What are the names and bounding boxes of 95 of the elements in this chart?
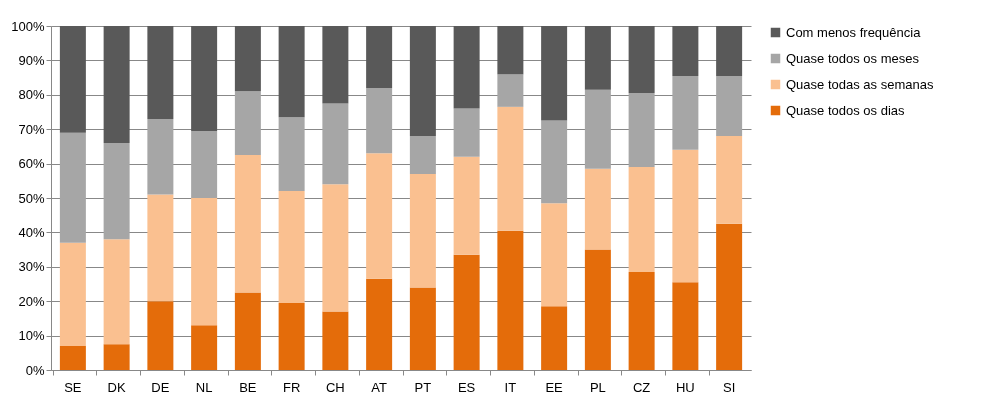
- bar: [278, 191, 305, 303]
- y-tick-label: 0%: [25, 362, 45, 378]
- x-tick-label: FR: [282, 379, 301, 395]
- y-tick-label: 20%: [18, 293, 45, 309]
- bar: [147, 26, 174, 119]
- bar: [716, 75, 743, 137]
- bar: [453, 26, 480, 109]
- bar: [103, 344, 130, 370]
- x-tick-label: ES: [457, 379, 476, 395]
- x-tick-label: DE: [151, 379, 170, 395]
- x-tick-label: NL: [195, 379, 213, 395]
- legend-label: Quase todos os dias: [786, 102, 906, 118]
- y-tick-label: 40%: [18, 224, 45, 240]
- legend-label: Quase todas as semanas: [786, 76, 934, 92]
- bar: [584, 168, 611, 250]
- y-tick-label: 90%: [18, 52, 45, 68]
- x-tick-label: PT: [414, 379, 432, 395]
- bar: [541, 306, 568, 370]
- y-tick-label: 50%: [18, 190, 45, 206]
- bar: [716, 223, 743, 370]
- bar: [278, 26, 305, 118]
- bar: [103, 239, 130, 345]
- bar: [584, 89, 611, 169]
- x-tick-label: DK: [107, 379, 126, 395]
- x-tick-label: AT: [371, 379, 387, 395]
- bar: [366, 87, 393, 154]
- bar: [584, 249, 611, 370]
- legend-label: Quase todos os meses: [786, 50, 920, 66]
- bar: [59, 242, 86, 346]
- bar: [628, 26, 655, 94]
- bar: [497, 230, 524, 370]
- bar: [322, 311, 349, 370]
- bar: [409, 287, 436, 370]
- bar: [497, 106, 524, 231]
- y-tick-label: 30%: [18, 259, 45, 275]
- bar: [103, 142, 130, 240]
- bar: [628, 93, 655, 168]
- x-tick-label: IT: [504, 379, 517, 395]
- bar: [234, 91, 261, 155]
- bar: [628, 167, 655, 272]
- bar: [59, 132, 86, 243]
- bar: [453, 156, 480, 255]
- bar: [191, 325, 218, 370]
- bar: [584, 26, 611, 90]
- bar: [541, 120, 568, 204]
- bar: [409, 173, 436, 288]
- legend-label: Com menos frequência: [786, 24, 922, 40]
- bar: [322, 184, 349, 312]
- bar: [59, 345, 86, 370]
- y-tick-label: 80%: [18, 87, 45, 103]
- bar: [541, 203, 568, 307]
- bar: [366, 278, 393, 370]
- bar: [191, 198, 218, 326]
- x-tick-label: SI: [722, 379, 736, 395]
- y-tick-label: 10%: [18, 328, 45, 344]
- bar: [409, 26, 436, 137]
- x-tick-label: EE: [545, 379, 564, 395]
- x-tick-label: HU: [675, 379, 695, 395]
- bar: [672, 26, 699, 76]
- bar: [147, 301, 174, 370]
- bar: [234, 292, 261, 370]
- bar: [366, 26, 393, 88]
- y-tick-label: 60%: [18, 156, 45, 172]
- x-tick-label: PL: [589, 379, 606, 395]
- bar: [278, 117, 305, 192]
- bar: [234, 26, 261, 92]
- bar: [409, 136, 436, 174]
- bar: [103, 26, 130, 143]
- bar: [278, 302, 305, 370]
- bar: [716, 26, 743, 76]
- bar: [716, 136, 743, 224]
- bar: [322, 26, 349, 104]
- bar: [497, 26, 524, 75]
- bar: [191, 130, 218, 198]
- bar: [59, 26, 86, 133]
- x-tick-label: SE: [64, 379, 82, 395]
- y-tick-label: 70%: [18, 121, 45, 137]
- bar: [147, 194, 174, 302]
- x-tick-label: CZ: [632, 379, 651, 395]
- bar: [497, 74, 524, 107]
- bar: [541, 26, 568, 121]
- bar: [672, 75, 699, 150]
- x-tick-label: CH: [325, 379, 345, 395]
- bar: [366, 153, 393, 279]
- bar: [147, 118, 174, 195]
- x-tick-label: BE: [239, 379, 257, 395]
- bar: [322, 103, 349, 185]
- bar: [453, 108, 480, 157]
- bar: [453, 254, 480, 370]
- bar: [234, 155, 261, 293]
- bar: [672, 282, 699, 370]
- bar: [628, 271, 655, 370]
- bar: [191, 26, 218, 131]
- bar: [672, 149, 699, 283]
- y-tick-label: 100%: [11, 18, 45, 34]
